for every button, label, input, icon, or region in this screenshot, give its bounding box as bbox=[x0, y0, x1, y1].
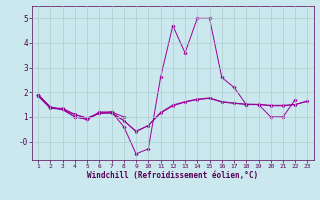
X-axis label: Windchill (Refroidissement éolien,°C): Windchill (Refroidissement éolien,°C) bbox=[87, 171, 258, 180]
